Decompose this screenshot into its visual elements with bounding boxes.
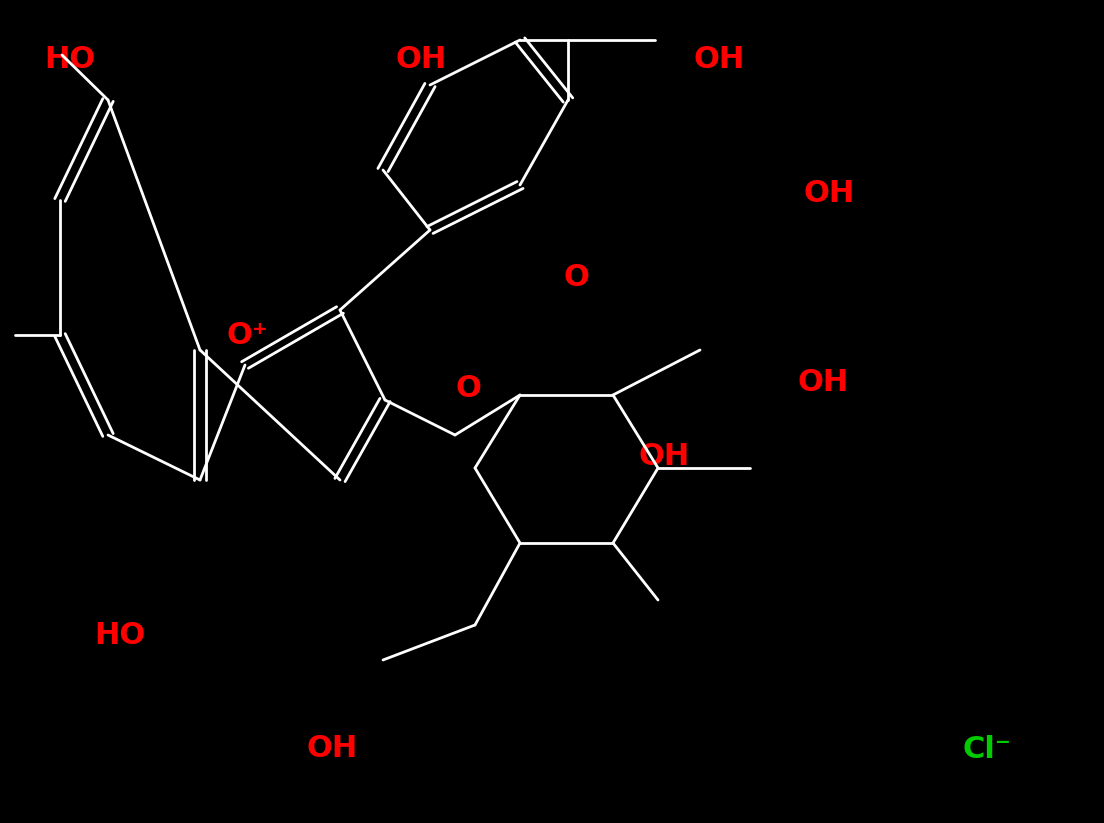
Text: Cl⁻: Cl⁻ — [963, 735, 1011, 764]
Text: HO: HO — [44, 45, 95, 74]
Text: O: O — [456, 374, 481, 403]
Text: OH: OH — [638, 442, 689, 471]
Text: OH: OH — [307, 734, 358, 763]
Text: O: O — [563, 263, 588, 292]
Text: HO: HO — [94, 621, 145, 650]
Text: OH: OH — [693, 45, 744, 74]
Text: OH: OH — [804, 179, 854, 208]
Text: OH: OH — [395, 45, 446, 74]
Text: OH: OH — [797, 368, 848, 397]
Text: O⁺: O⁺ — [226, 321, 268, 350]
